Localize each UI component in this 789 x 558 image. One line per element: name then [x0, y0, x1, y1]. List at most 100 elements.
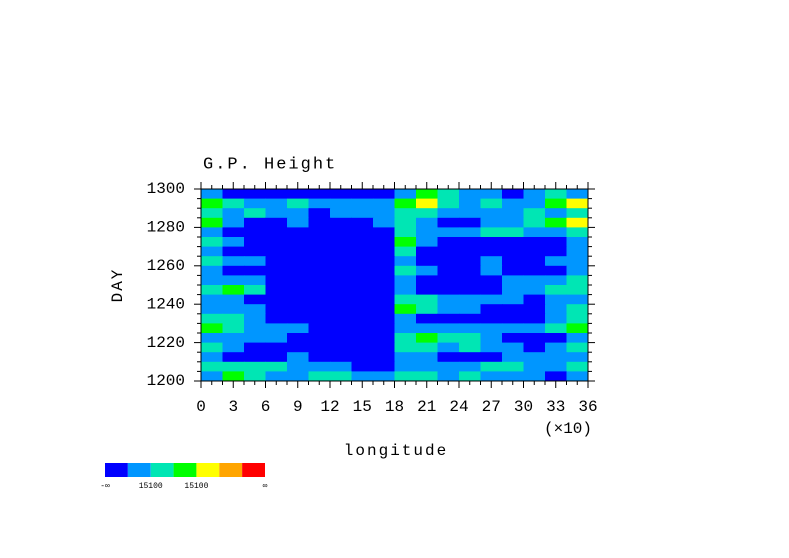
cell — [480, 371, 503, 382]
cell — [416, 333, 438, 344]
cell — [394, 285, 417, 296]
cell — [244, 189, 266, 200]
cell — [502, 275, 524, 286]
colorbar-swatch — [105, 463, 128, 477]
cell — [480, 208, 503, 219]
cell — [416, 313, 438, 324]
cell — [502, 352, 524, 363]
cell — [244, 198, 266, 209]
cell — [244, 285, 266, 296]
cell — [566, 371, 589, 382]
cell — [437, 246, 460, 257]
cell — [416, 227, 438, 238]
cell — [545, 246, 567, 257]
cell — [523, 342, 546, 353]
cell — [222, 313, 245, 324]
cell — [201, 189, 223, 200]
cell — [459, 313, 481, 324]
cell — [330, 323, 352, 334]
cell — [416, 217, 438, 228]
cell — [265, 313, 288, 324]
cell — [523, 227, 546, 238]
cell — [545, 198, 567, 209]
x-tick-label: 33 — [546, 398, 565, 416]
colorbar-swatch — [196, 463, 220, 477]
cell — [545, 333, 567, 344]
cell — [459, 208, 481, 219]
cell — [201, 237, 223, 248]
cell — [351, 198, 374, 209]
x-multiplier: (×10) — [544, 420, 592, 438]
cell — [265, 361, 288, 372]
x-tick-label: 9 — [293, 398, 303, 416]
cell — [459, 256, 481, 267]
cell — [351, 313, 374, 324]
cell — [287, 342, 309, 353]
cell — [265, 237, 288, 248]
cell — [545, 265, 567, 276]
cell — [394, 275, 417, 286]
cell — [480, 189, 503, 200]
cell — [459, 275, 481, 286]
cell — [394, 313, 417, 324]
cell — [394, 265, 417, 276]
cell — [480, 313, 503, 324]
cell — [308, 275, 331, 286]
cell — [416, 361, 438, 372]
cell — [351, 304, 374, 315]
cell — [308, 333, 331, 344]
cell — [394, 256, 417, 267]
x-tick-label: 6 — [261, 398, 271, 416]
cell — [437, 227, 460, 238]
cell — [523, 217, 546, 228]
cell — [459, 294, 481, 305]
cell — [394, 217, 417, 228]
cell — [308, 361, 331, 372]
cell — [351, 256, 374, 267]
cell — [201, 333, 223, 344]
cell — [566, 313, 589, 324]
cell — [502, 333, 524, 344]
cell — [416, 256, 438, 267]
cell — [502, 256, 524, 267]
cell — [459, 371, 481, 382]
cell — [437, 237, 460, 248]
cell — [287, 198, 309, 209]
cell — [416, 246, 438, 257]
cell — [351, 275, 374, 286]
cell — [545, 217, 567, 228]
cell — [222, 294, 245, 305]
x-tick-label: 15 — [353, 398, 372, 416]
cell — [222, 189, 245, 200]
cell — [394, 352, 417, 363]
cell — [480, 361, 503, 372]
cell — [502, 265, 524, 276]
cell — [437, 189, 460, 200]
cell — [308, 208, 331, 219]
cell — [502, 323, 524, 334]
colorbar-swatch — [173, 463, 197, 477]
cell — [222, 371, 245, 382]
cell — [351, 208, 374, 219]
cell — [459, 227, 481, 238]
cell — [545, 352, 567, 363]
cell — [330, 275, 352, 286]
cell — [330, 304, 352, 315]
cell — [480, 333, 503, 344]
cell — [459, 352, 481, 363]
cell — [265, 256, 288, 267]
cell — [502, 198, 524, 209]
cell — [566, 342, 589, 353]
cell — [201, 371, 223, 382]
cell — [222, 352, 245, 363]
cell — [502, 285, 524, 296]
cell — [502, 313, 524, 324]
cell — [287, 208, 309, 219]
cell — [308, 265, 331, 276]
cell — [566, 189, 589, 200]
cell — [287, 323, 309, 334]
cell — [351, 323, 374, 334]
cell — [287, 361, 309, 372]
field — [201, 189, 589, 382]
